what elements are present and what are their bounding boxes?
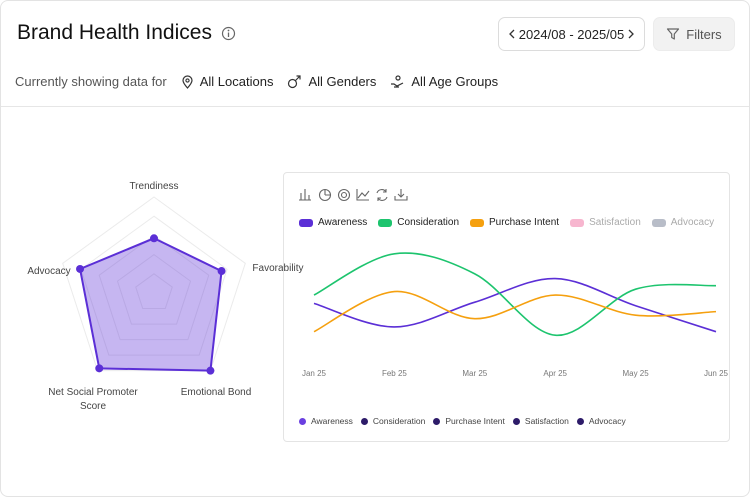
legend-label: Purchase Intent — [489, 217, 560, 228]
bottom-legend: Awareness Consideration Purchase Intent Sat… — [299, 416, 634, 426]
filter-label: Currently showing data for — [15, 74, 167, 89]
legend-swatch — [378, 218, 393, 227]
pin-icon — [182, 74, 193, 89]
location: All Locations — [199, 74, 274, 89]
download-icon[interactable] — [394, 189, 408, 201]
legend-label: Awareness — [311, 416, 353, 426]
age-group: All Age Groups — [411, 74, 499, 89]
line-plot: Jan 25 Feb 25 Mar 25 Apr 25 May 25 Jun 25 — [302, 252, 729, 378]
radar-area — [78, 237, 223, 372]
info-icon[interactable] — [221, 26, 236, 41]
legend-label: Satisfaction — [589, 217, 641, 228]
legend-label: Advocacy — [588, 416, 626, 426]
radar-point — [76, 264, 85, 273]
legend-label: Satisfaction — [524, 416, 569, 426]
legend-swatch — [570, 218, 585, 227]
date-range: 2024/08 - 2025/05 — [518, 26, 625, 42]
legend-item: Consideration — [360, 416, 426, 426]
radar-point — [95, 364, 104, 373]
series-line — [313, 290, 717, 333]
radar-point — [217, 267, 226, 276]
filter-bar: Currently showing data for All Locations… — [15, 74, 512, 89]
legend-swatch — [299, 218, 313, 227]
chart-toolbar — [299, 188, 408, 202]
legend-swatch — [470, 218, 485, 227]
bar-icon[interactable] — [299, 189, 311, 201]
x-tick-label: Feb 25 — [382, 369, 407, 378]
legend-dot — [360, 417, 368, 425]
legend-item[interactable]: Consideration — [378, 217, 459, 228]
legend-item[interactable]: Purchase Intent — [470, 217, 559, 228]
donut-icon[interactable] — [337, 188, 351, 202]
axis-label: Favorability — [252, 263, 304, 274]
divider — [1, 106, 749, 107]
hand-icon — [391, 74, 404, 88]
age-filter[interactable]: All Age Groups — [390, 74, 498, 89]
grid-ring — [116, 253, 192, 325]
legend-swatch — [651, 218, 666, 227]
legend-label: Awareness — [318, 217, 368, 228]
axis-label: Advocacy — [27, 266, 71, 277]
x-tick-label: Jun 25 — [704, 369, 729, 378]
location-filter[interactable]: All Locations — [181, 74, 274, 89]
grid-ring — [135, 273, 173, 310]
legend-label: Advocacy — [670, 217, 715, 228]
grid-ring — [98, 234, 210, 341]
line-icon[interactable] — [356, 189, 370, 201]
legend-item: Awareness — [299, 416, 353, 426]
legend-item: Satisfaction — [512, 416, 569, 426]
legend-item[interactable]: Awareness — [299, 217, 367, 228]
x-tick-label: Mar 25 — [462, 369, 487, 378]
series-line — [313, 277, 717, 333]
axis-label: Emotional Bond — [180, 387, 252, 398]
line-chart-card: Awareness Consideration Purchase Intent Sat… — [283, 172, 730, 442]
legend-item[interactable]: Satisfaction — [570, 217, 641, 228]
legend-item: Purchase Intent — [433, 416, 505, 426]
legend-label: Consideration — [372, 416, 426, 426]
grid-ring — [62, 196, 246, 372]
axis-label: Trendiness — [129, 181, 179, 192]
date-range-button[interactable]: 2024/08 - 2025/05 — [498, 17, 645, 51]
filters-button[interactable]: Filters — [653, 17, 735, 51]
legend-dot — [433, 417, 441, 425]
gender: All Genders — [308, 74, 377, 89]
gender-filter[interactable]: All Genders — [287, 74, 376, 89]
page-title: Brand Health Indices — [17, 21, 212, 44]
legend-label: Consideration — [397, 217, 460, 228]
next-icon[interactable] — [627, 29, 635, 39]
legend: Awareness Consideration Purchase Intent Sat… — [299, 217, 725, 228]
legend-item[interactable]: Advocacy — [651, 217, 715, 228]
x-tick-label: Apr 25 — [543, 369, 567, 378]
legend-dot — [299, 417, 306, 425]
axis-label: Net Social Promoter Score — [48, 387, 138, 412]
legend-item: Advocacy — [576, 416, 626, 426]
radar-chart — [62, 196, 246, 375]
x-tick-label: May 25 — [622, 369, 649, 378]
prev-icon[interactable] — [508, 29, 516, 39]
gender-icon — [288, 74, 302, 88]
legend-label: Purchase Intent — [445, 416, 505, 426]
grid-ring — [80, 215, 228, 356]
filter-icon — [667, 28, 680, 40]
x-tick-label: Jan 25 — [302, 369, 327, 378]
series-line — [313, 252, 717, 337]
legend-dot — [576, 417, 584, 425]
radar-point — [206, 366, 215, 375]
filters-label: Filters — [686, 26, 722, 42]
refresh-icon[interactable] — [376, 189, 388, 201]
radar-point — [150, 234, 158, 243]
legend-dot — [512, 417, 520, 425]
